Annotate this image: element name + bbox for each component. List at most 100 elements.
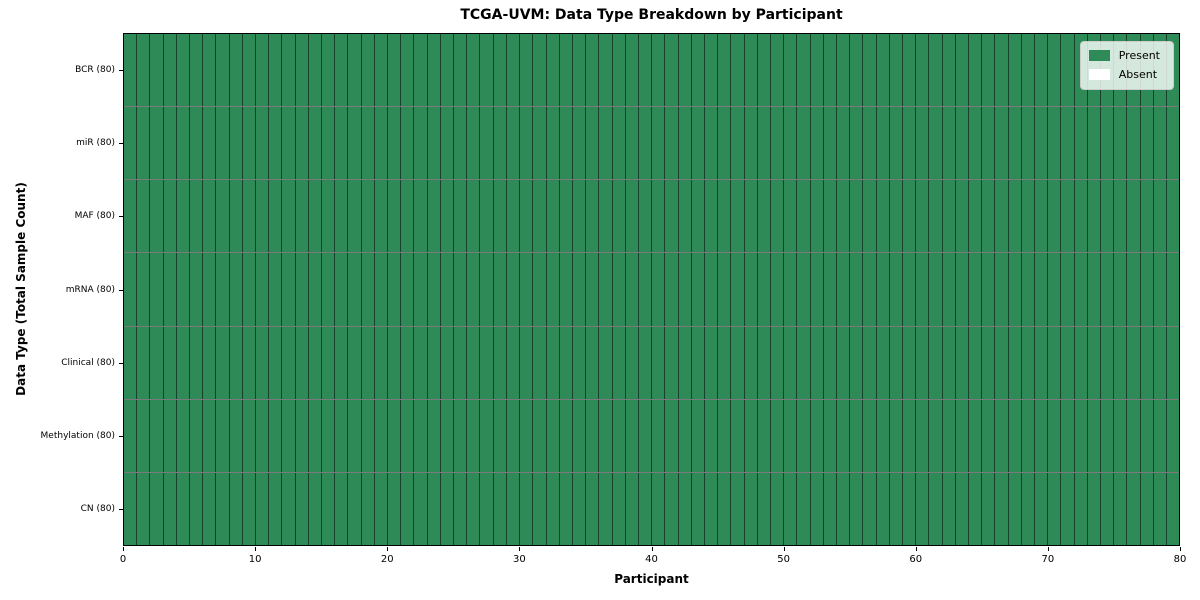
heatmap-cell [520, 107, 534, 180]
heatmap-cell [163, 326, 177, 399]
heatmap-cell [678, 34, 692, 107]
heatmap-cell [295, 472, 309, 545]
heatmap-cell [916, 326, 930, 399]
heatmap-cell [797, 326, 811, 399]
heatmap-cell [440, 107, 455, 180]
heatmap-cell [691, 180, 705, 253]
heatmap-cell [533, 180, 547, 253]
chart-title: TCGA-UVM: Data Type Breakdown by Partici… [460, 7, 843, 23]
heatmap-cell [295, 253, 309, 326]
heatmap-cell [599, 472, 613, 545]
heatmap-cell [1008, 34, 1022, 107]
heatmap-cell [440, 326, 455, 399]
heatmap-cell [612, 399, 626, 472]
heatmap-cell [256, 399, 270, 472]
heatmap-cell [242, 180, 257, 253]
heatmap-cell [889, 253, 903, 326]
heatmap-cell [1101, 399, 1115, 472]
heatmap-cell [652, 472, 666, 545]
heatmap-cell [308, 253, 323, 326]
heatmap-cell [889, 326, 903, 399]
x-tick-mark [387, 547, 389, 551]
heatmap-cell [322, 180, 336, 253]
heatmap-cell [969, 399, 983, 472]
heatmap-cell [454, 399, 468, 472]
heatmap-cell [322, 107, 336, 180]
heatmap-cell [599, 399, 613, 472]
heatmap-cell [625, 253, 639, 326]
heatmap-cell [1167, 180, 1180, 253]
heatmap-cell [480, 399, 494, 472]
heatmap-cell [665, 472, 679, 545]
heatmap-cell [876, 399, 890, 472]
heatmap-cell [652, 399, 666, 472]
heatmap-cell [731, 326, 745, 399]
heatmap-cell [678, 399, 692, 472]
x-tick-label: 20 [380, 554, 394, 565]
heatmap-cell [137, 107, 151, 180]
heatmap-cell [625, 326, 639, 399]
heatmap-cell [242, 253, 257, 326]
heatmap-cell [467, 399, 481, 472]
heatmap-cell [374, 326, 389, 399]
heatmap-cell [902, 180, 917, 253]
heatmap-cell [916, 107, 930, 180]
heatmap-cell [229, 399, 243, 472]
heatmap-cell [216, 253, 230, 326]
heatmap-cell [322, 253, 336, 326]
heatmap-cell [533, 399, 547, 472]
heatmap-cell [1048, 399, 1062, 472]
heatmap-cell [480, 253, 494, 326]
heatmap-cell [282, 107, 296, 180]
heatmap-cell [1153, 326, 1168, 399]
heatmap-cell [454, 107, 468, 180]
heatmap-cell [1074, 107, 1088, 180]
heatmap-cell [995, 107, 1009, 180]
heatmap-cell [678, 180, 692, 253]
heatmap-cell [374, 399, 389, 472]
heatmap-cell [533, 253, 547, 326]
heatmap-cell [876, 107, 890, 180]
heatmap-cell [625, 180, 639, 253]
heatmap-cell [427, 472, 441, 545]
heatmap-cell [269, 34, 283, 107]
heatmap-cell [493, 472, 507, 545]
legend-item: Absent [1088, 68, 1164, 81]
heatmap-cell [691, 253, 705, 326]
heatmap-cell [1167, 399, 1180, 472]
heatmap-cell [982, 34, 996, 107]
heatmap-cell [559, 34, 573, 107]
heatmap-cell [388, 472, 402, 545]
heatmap-cell [493, 180, 507, 253]
heatmap-cell [995, 253, 1009, 326]
heatmap-cell [625, 399, 639, 472]
heatmap-cell [1061, 253, 1075, 326]
heatmap-cell [718, 472, 732, 545]
heatmap-cell [282, 34, 296, 107]
heatmap-cell [1153, 107, 1168, 180]
heatmap-cell [1048, 34, 1062, 107]
heatmap-cell [982, 180, 996, 253]
heatmap-cell [427, 326, 441, 399]
heatmap-cell [1008, 253, 1022, 326]
heatmap-cell [718, 326, 732, 399]
heatmap-cell [678, 326, 692, 399]
heatmap-cell [506, 107, 521, 180]
heatmap-cell [348, 107, 362, 180]
heatmap-cell [836, 34, 851, 107]
heatmap-cell [348, 34, 362, 107]
heatmap-cell [335, 180, 349, 253]
heatmap-cell [1140, 472, 1154, 545]
y-tick-mark [119, 436, 123, 438]
heatmap-cell [982, 326, 996, 399]
heatmap-cell [137, 472, 151, 545]
heatmap-cell [1153, 472, 1168, 545]
heatmap-cell [638, 326, 653, 399]
heatmap-cell [718, 253, 732, 326]
heatmap-cell [929, 253, 943, 326]
heatmap-cell [506, 34, 521, 107]
heatmap-cell [652, 253, 666, 326]
heatmap-cell [124, 326, 138, 399]
heatmap-cell [150, 472, 164, 545]
heatmap-cell [586, 399, 600, 472]
